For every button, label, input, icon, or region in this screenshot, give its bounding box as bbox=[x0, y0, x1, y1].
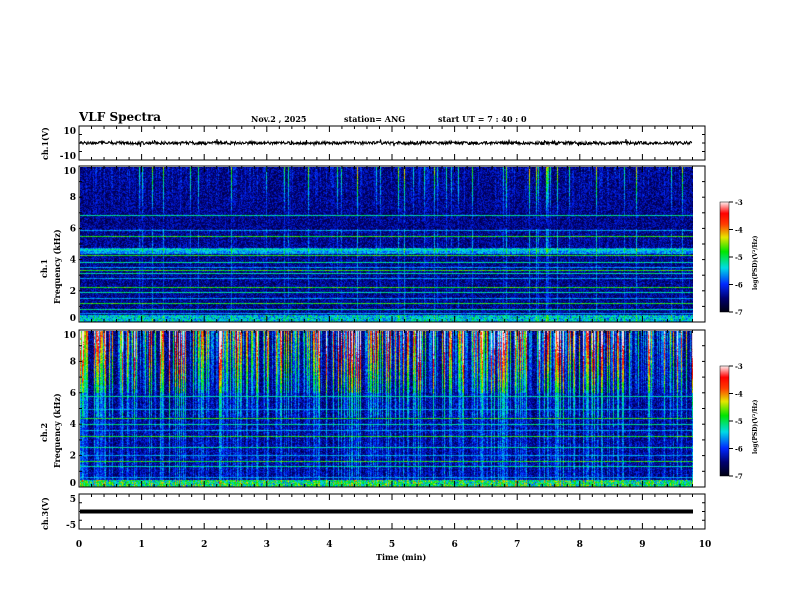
y-tick-label: 4 bbox=[70, 420, 76, 430]
x-tick-label: 4 bbox=[326, 540, 332, 550]
ch3-ylabel: ch.3(V) bbox=[40, 497, 50, 530]
x-tick-label: 3 bbox=[264, 540, 270, 550]
ch1-waveform-line bbox=[79, 139, 693, 147]
ch1-spec-ylabel-freq: Frequency (kHz) bbox=[52, 229, 62, 304]
x-axis-label: Time (min) bbox=[376, 552, 427, 562]
y-tick-label: 8 bbox=[70, 357, 76, 367]
colorbar-tick-label: -7 bbox=[735, 472, 743, 481]
y-tick-label: -5 bbox=[66, 521, 76, 531]
colorbar-tick-label: -5 bbox=[735, 417, 743, 426]
colorbar-tick-label: -3 bbox=[735, 198, 743, 207]
ch2-spec-ylabel-freq: Frequency (kHz) bbox=[52, 393, 62, 468]
y-tick-label: 2 bbox=[70, 287, 76, 297]
ch3-waveform-line bbox=[80, 509, 693, 514]
ch1-spectrogram-frame bbox=[78, 165, 706, 323]
ch2-spec-ylabel-channel: ch.2 bbox=[39, 422, 49, 442]
ch2-colorbar bbox=[720, 366, 729, 476]
ch1-spectrogram-image bbox=[80, 167, 693, 322]
ch1-colorbar bbox=[720, 202, 729, 312]
y-tick-label: 4 bbox=[70, 256, 76, 266]
station-label: station= ANG bbox=[344, 114, 406, 124]
x-tick-label: 2 bbox=[201, 540, 207, 550]
x-tick-label: 6 bbox=[451, 540, 457, 550]
x-tick-label: 1 bbox=[138, 540, 144, 550]
colorbar-frame bbox=[719, 365, 730, 477]
figure-title: VLF Spectra bbox=[79, 110, 162, 124]
colorbar-tick-label: -6 bbox=[735, 445, 743, 454]
colorbar-tick-label: -4 bbox=[735, 390, 743, 399]
colorbar-tick-label: -5 bbox=[735, 253, 743, 262]
y-tick-label: 10 bbox=[63, 127, 76, 137]
colorbar-tick-label: -6 bbox=[735, 281, 743, 290]
y-tick-label: 6 bbox=[70, 224, 76, 234]
x-tick-label: 8 bbox=[577, 540, 583, 550]
y-tick-label: 0 bbox=[70, 314, 76, 324]
y-tick-label: 2 bbox=[70, 452, 76, 462]
ch1-spec-ylabel-channel: ch.1 bbox=[39, 258, 49, 278]
colorbar-tick-label: -7 bbox=[735, 308, 743, 317]
ch2-colorbar-label: log(PSD)(V²/Hz) bbox=[752, 399, 759, 454]
x-tick-label: 5 bbox=[389, 540, 395, 550]
ch1-ylabel: ch.1(V) bbox=[40, 127, 50, 160]
y-tick-label: 10 bbox=[63, 331, 76, 341]
colorbar-frame bbox=[719, 201, 730, 313]
x-tick-label: 0 bbox=[76, 540, 82, 550]
ch2-spectrogram-image bbox=[80, 331, 693, 487]
x-tick-label: 7 bbox=[514, 540, 520, 550]
ch1-colorbar-label: log(PSD)(V²/Hz) bbox=[752, 235, 759, 290]
y-tick-label: 0 bbox=[70, 479, 76, 489]
y-tick-label: -10 bbox=[60, 152, 76, 162]
y-tick-label: 10 bbox=[63, 167, 76, 177]
x-tick-label: 10 bbox=[699, 540, 712, 550]
x-tick-label: 9 bbox=[639, 540, 645, 550]
colorbar-tick-label: -4 bbox=[735, 226, 743, 235]
colorbar-tick-label: -3 bbox=[735, 362, 743, 371]
date-label: Nov.2 , 2025 bbox=[251, 114, 307, 124]
start-ut-label: start UT = 7 : 40 : 0 bbox=[438, 114, 527, 124]
y-tick-label: 6 bbox=[70, 389, 76, 399]
y-tick-label: 8 bbox=[70, 193, 76, 203]
y-tick-label: 5 bbox=[70, 495, 76, 505]
ch2-spectrogram-frame bbox=[78, 329, 706, 488]
